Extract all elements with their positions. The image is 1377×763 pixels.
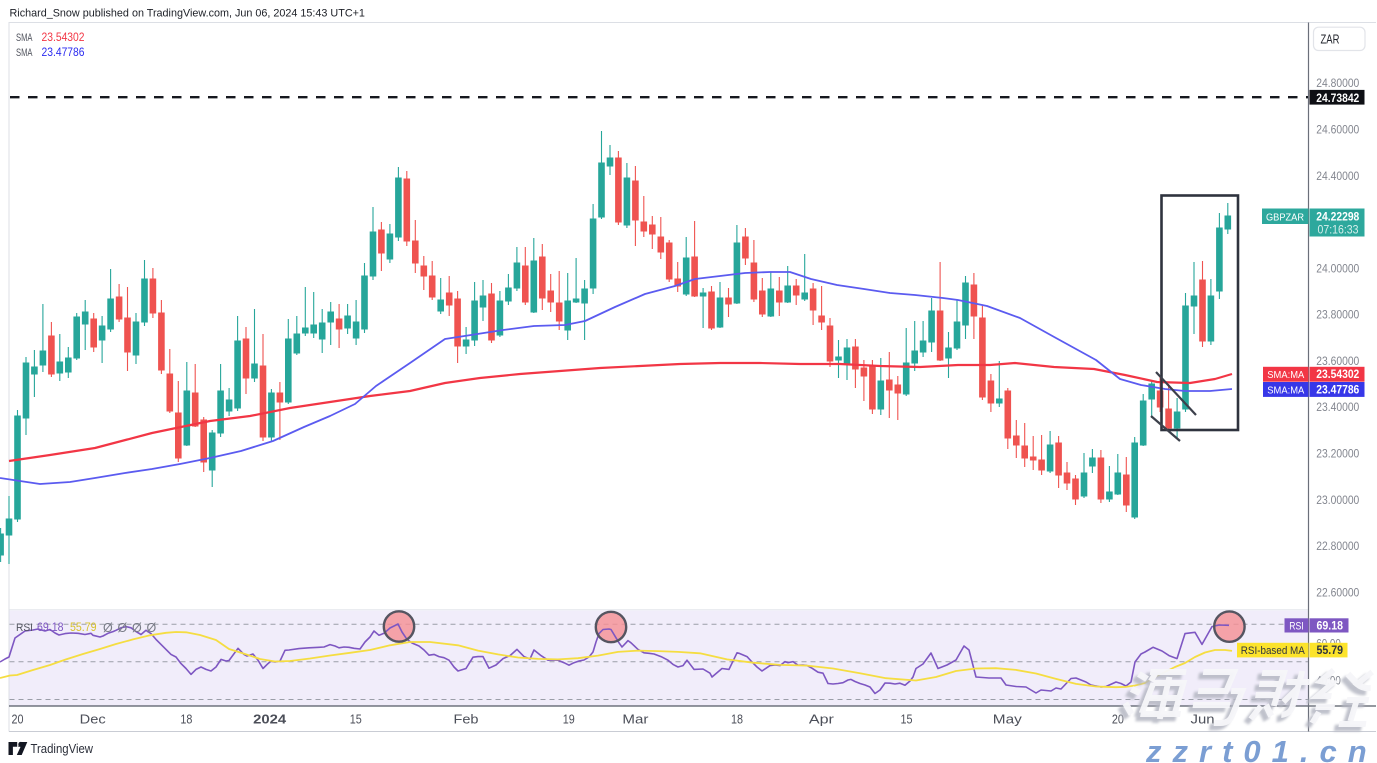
svg-text:24.80000: 24.80000: [1316, 76, 1359, 90]
svg-text:18: 18: [731, 712, 743, 727]
svg-text:69.18: 69.18: [37, 622, 64, 634]
svg-text:24.22298: 24.22298: [1316, 210, 1359, 224]
svg-text:Ø: Ø: [147, 621, 157, 635]
svg-text:22.60000: 22.60000: [1316, 585, 1359, 599]
svg-text:May: May: [993, 712, 1023, 727]
svg-text:SMA: SMA: [16, 32, 33, 44]
svg-text:TradingView: TradingView: [31, 742, 94, 756]
svg-text:23.47786: 23.47786: [1316, 382, 1359, 396]
svg-text:SMA:MA: SMA:MA: [1267, 369, 1304, 381]
svg-text:Mar: Mar: [622, 712, 649, 727]
svg-text:Apr: Apr: [809, 712, 835, 727]
svg-text:24.00000: 24.00000: [1316, 261, 1359, 275]
svg-text:23.80000: 23.80000: [1316, 308, 1359, 322]
svg-text:55.79: 55.79: [1317, 643, 1344, 657]
svg-text:23.47786: 23.47786: [42, 47, 85, 59]
svg-text:15: 15: [350, 712, 362, 727]
svg-text:Ø: Ø: [103, 621, 113, 635]
svg-text:Ø: Ø: [132, 621, 142, 635]
svg-text:55.79: 55.79: [70, 622, 97, 634]
svg-text:23.60000: 23.60000: [1316, 354, 1359, 368]
svg-text:69.18: 69.18: [1317, 618, 1344, 632]
svg-text:23.00000: 23.00000: [1316, 493, 1359, 507]
svg-text:23.54302: 23.54302: [1316, 367, 1359, 381]
svg-text:15: 15: [901, 712, 913, 727]
svg-text:19: 19: [563, 712, 575, 727]
svg-text:RSI: RSI: [1289, 620, 1304, 632]
svg-text:RSI-based MA: RSI-based MA: [1241, 645, 1306, 657]
svg-text:24.40000: 24.40000: [1316, 169, 1359, 183]
svg-text:24.73842: 24.73842: [1316, 91, 1359, 105]
svg-text:20: 20: [12, 712, 24, 727]
svg-text:2024: 2024: [253, 712, 287, 727]
svg-text:Dec: Dec: [80, 712, 107, 727]
svg-text:23.20000: 23.20000: [1316, 446, 1359, 460]
svg-text:22.80000: 22.80000: [1316, 539, 1359, 553]
svg-text:RSI: RSI: [16, 622, 33, 634]
svg-text:Feb: Feb: [454, 712, 479, 727]
svg-text:20: 20: [1112, 712, 1124, 727]
svg-text:23.54302: 23.54302: [42, 32, 85, 44]
svg-text:GBPZAR: GBPZAR: [1266, 211, 1304, 223]
svg-text:07:16:33: 07:16:33: [1318, 224, 1359, 236]
svg-text:Ø: Ø: [118, 621, 128, 635]
svg-text:ZAR: ZAR: [1321, 33, 1340, 47]
svg-text:SMA: SMA: [16, 47, 33, 59]
svg-text:Richard_Snow published on Trad: Richard_Snow published on TradingView.co…: [10, 8, 365, 20]
svg-text:18: 18: [180, 712, 192, 727]
svg-text:24.60000: 24.60000: [1316, 122, 1359, 136]
svg-text:23.40000: 23.40000: [1316, 400, 1359, 414]
svg-text:SMA:MA: SMA:MA: [1267, 384, 1304, 396]
svg-text:Jun: Jun: [1191, 712, 1215, 727]
